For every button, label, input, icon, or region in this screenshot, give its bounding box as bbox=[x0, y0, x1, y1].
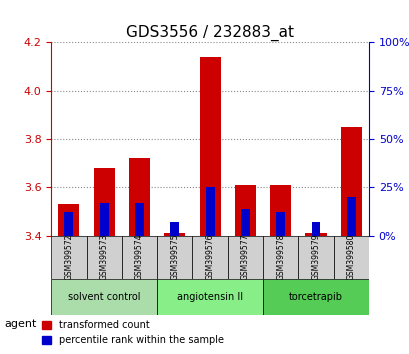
FancyBboxPatch shape bbox=[333, 236, 368, 279]
FancyBboxPatch shape bbox=[263, 279, 368, 315]
Bar bbox=[164, 233, 185, 236]
Text: GSM399575: GSM399575 bbox=[170, 234, 179, 280]
Text: GSM399579: GSM399579 bbox=[311, 234, 320, 280]
FancyBboxPatch shape bbox=[157, 279, 263, 315]
Bar bbox=[311, 222, 320, 236]
Text: GSM399578: GSM399578 bbox=[276, 234, 285, 280]
Text: GSM399572: GSM399572 bbox=[64, 234, 73, 280]
Bar bbox=[58, 204, 79, 236]
FancyBboxPatch shape bbox=[121, 236, 157, 279]
Text: GSM399574: GSM399574 bbox=[135, 234, 144, 280]
Legend: transformed count, percentile rank within the sample: transformed count, percentile rank withi… bbox=[38, 316, 227, 349]
FancyBboxPatch shape bbox=[157, 236, 192, 279]
Bar bbox=[205, 187, 214, 236]
Text: GSM399573: GSM399573 bbox=[99, 234, 108, 280]
Bar bbox=[199, 57, 220, 236]
Bar bbox=[276, 212, 284, 236]
Bar bbox=[305, 233, 326, 236]
Text: angiotensin II: angiotensin II bbox=[177, 292, 243, 302]
Bar bbox=[270, 185, 291, 236]
FancyBboxPatch shape bbox=[263, 236, 298, 279]
FancyBboxPatch shape bbox=[192, 236, 227, 279]
Bar bbox=[135, 203, 144, 236]
FancyBboxPatch shape bbox=[227, 236, 263, 279]
FancyBboxPatch shape bbox=[51, 279, 157, 315]
Bar bbox=[64, 212, 73, 236]
Bar bbox=[99, 203, 108, 236]
Text: agent: agent bbox=[4, 319, 36, 329]
FancyBboxPatch shape bbox=[298, 236, 333, 279]
Bar bbox=[346, 197, 355, 236]
Bar bbox=[93, 168, 115, 236]
Bar bbox=[128, 158, 150, 236]
Bar bbox=[340, 127, 361, 236]
Title: GDS3556 / 232883_at: GDS3556 / 232883_at bbox=[126, 25, 293, 41]
Text: solvent control: solvent control bbox=[68, 292, 140, 302]
Bar bbox=[240, 209, 249, 236]
FancyBboxPatch shape bbox=[51, 236, 86, 279]
FancyBboxPatch shape bbox=[86, 236, 121, 279]
Text: GSM399580: GSM399580 bbox=[346, 234, 355, 280]
Text: GSM399576: GSM399576 bbox=[205, 234, 214, 280]
Text: torcetrapib: torcetrapib bbox=[288, 292, 342, 302]
Bar bbox=[170, 222, 179, 236]
Bar bbox=[234, 185, 255, 236]
Text: GSM399577: GSM399577 bbox=[240, 234, 249, 280]
